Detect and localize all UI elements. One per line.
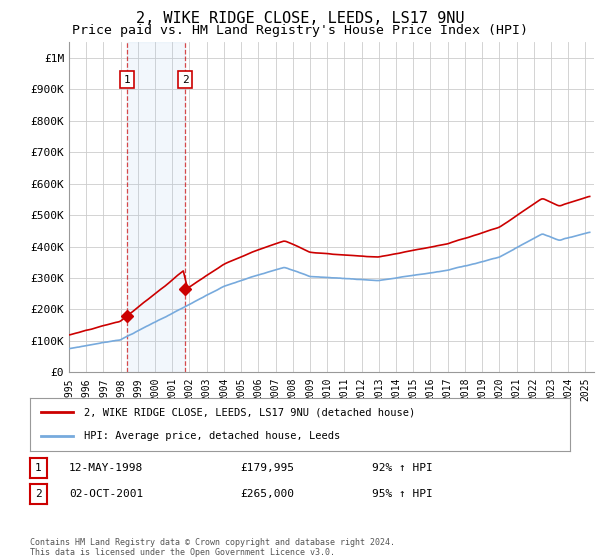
Text: 1: 1 [124, 75, 130, 85]
Text: 2, WIKE RIDGE CLOSE, LEEDS, LS17 9NU (detached house): 2, WIKE RIDGE CLOSE, LEEDS, LS17 9NU (de… [84, 408, 415, 418]
Text: 12-MAY-1998: 12-MAY-1998 [69, 463, 143, 473]
Text: 1: 1 [35, 463, 42, 473]
Text: 2: 2 [35, 489, 42, 499]
Text: HPI: Average price, detached house, Leeds: HPI: Average price, detached house, Leed… [84, 431, 340, 441]
Text: £265,000: £265,000 [240, 489, 294, 499]
Text: Price paid vs. HM Land Registry's House Price Index (HPI): Price paid vs. HM Land Registry's House … [72, 24, 528, 37]
Bar [127, 42, 185, 372]
Text: 92% ↑ HPI: 92% ↑ HPI [372, 463, 433, 473]
Text: 2, WIKE RIDGE CLOSE, LEEDS, LS17 9NU: 2, WIKE RIDGE CLOSE, LEEDS, LS17 9NU [136, 11, 464, 26]
Text: Contains HM Land Registry data © Crown copyright and database right 2024.
This d: Contains HM Land Registry data © Crown c… [30, 538, 395, 557]
Text: £179,995: £179,995 [240, 463, 294, 473]
Text: 95% ↑ HPI: 95% ↑ HPI [372, 489, 433, 499]
Text: 02-OCT-2001: 02-OCT-2001 [69, 489, 143, 499]
Text: 2: 2 [182, 75, 188, 85]
